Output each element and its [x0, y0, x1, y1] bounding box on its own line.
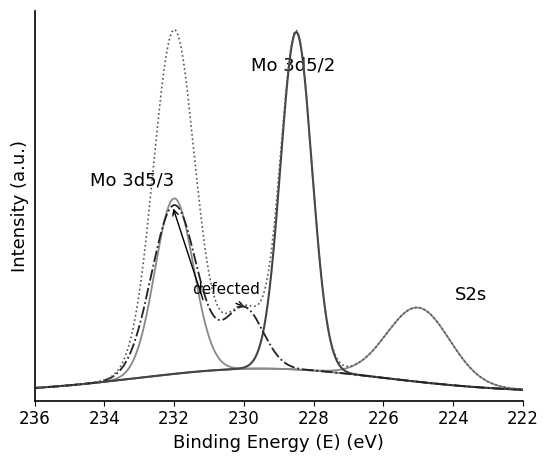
Text: defected: defected	[192, 282, 261, 297]
Y-axis label: Intensity (a.u.): Intensity (a.u.)	[11, 140, 29, 272]
Text: S2s: S2s	[454, 286, 487, 304]
Text: Mo 3d5/2: Mo 3d5/2	[251, 56, 335, 74]
X-axis label: Binding Energy (E) (eV): Binding Energy (E) (eV)	[173, 434, 384, 452]
Text: Mo 3d5/3: Mo 3d5/3	[90, 171, 174, 189]
